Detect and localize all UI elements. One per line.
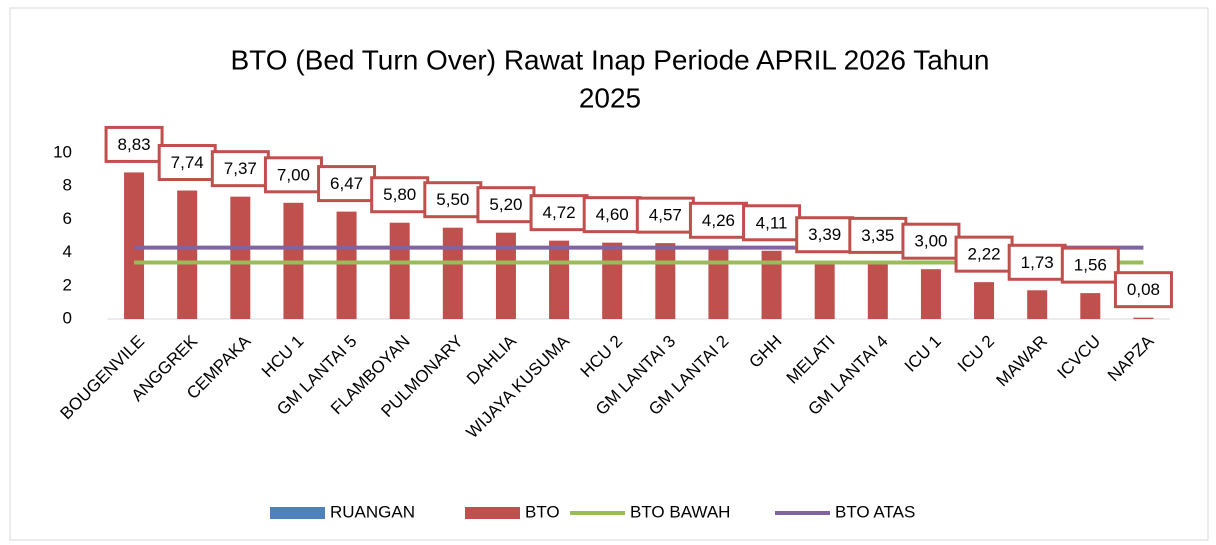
bar — [602, 242, 623, 319]
data-label: 5,20 — [489, 195, 522, 214]
data-label: 7,37 — [224, 159, 257, 178]
legend-label: BTO BAWAH — [630, 502, 730, 521]
data-label-box — [688, 201, 748, 239]
data-label: 8,83 — [118, 135, 151, 154]
data-label: 7,00 — [277, 165, 310, 184]
bar — [177, 190, 198, 319]
bar — [442, 227, 463, 319]
bar — [336, 211, 357, 319]
bar — [761, 250, 782, 319]
data-label-box — [1113, 271, 1173, 309]
bar — [814, 262, 835, 319]
data-label: 4,11 — [756, 213, 788, 232]
data-label: 3,39 — [808, 225, 841, 244]
bar — [1080, 293, 1101, 319]
data-label: 3,00 — [914, 232, 947, 251]
data-label: 4,60 — [596, 205, 629, 224]
bar — [495, 232, 516, 319]
data-label: 4,26 — [702, 211, 735, 230]
data-label: 7,74 — [171, 153, 204, 172]
data-label: 0,08 — [1127, 280, 1160, 299]
data-label: 2,22 — [968, 245, 1001, 264]
data-label-box — [1007, 243, 1067, 281]
bar — [1027, 290, 1048, 319]
bar — [549, 240, 570, 319]
data-label-box — [1060, 246, 1120, 284]
y-tick-label: 8 — [63, 176, 72, 195]
data-label: 4,72 — [543, 203, 576, 222]
data-label: 5,80 — [383, 185, 416, 204]
chart-title: 2025 — [579, 82, 641, 113]
bar — [389, 222, 410, 319]
bar — [974, 282, 995, 319]
legend-label: RUANGAN — [330, 502, 415, 521]
data-label-box — [582, 196, 642, 234]
bar — [230, 196, 251, 319]
data-label-box — [210, 150, 270, 188]
bar — [1133, 317, 1154, 319]
data-label-box — [848, 216, 908, 254]
data-label-box — [635, 196, 695, 234]
data-label: 4,57 — [649, 206, 682, 225]
chart-title: BTO (Bed Turn Over) Rawat Inap Periode A… — [230, 44, 989, 75]
y-tick-label: 10 — [53, 142, 72, 161]
data-label: 6,47 — [330, 174, 363, 193]
y-tick-label: 6 — [63, 209, 72, 228]
legend-swatch — [270, 507, 325, 519]
data-label: 5,50 — [436, 190, 469, 209]
y-tick-label: 2 — [63, 275, 72, 294]
y-tick-label: 0 — [63, 308, 72, 327]
legend-swatch — [465, 507, 520, 519]
data-label-box — [104, 125, 164, 163]
legend-label: BTO ATAS — [835, 502, 915, 521]
bar — [920, 269, 941, 319]
data-label: 3,35 — [861, 226, 894, 245]
y-tick-label: 4 — [63, 242, 72, 261]
data-label-box — [476, 186, 536, 224]
bar — [708, 248, 729, 319]
data-label: 1,73 — [1021, 253, 1054, 272]
data-label-box — [954, 235, 1014, 273]
data-label: 1,56 — [1074, 256, 1107, 275]
legend-label: BTO — [525, 502, 560, 521]
data-label-box — [423, 181, 483, 219]
bar — [655, 243, 676, 319]
bar — [867, 263, 888, 319]
